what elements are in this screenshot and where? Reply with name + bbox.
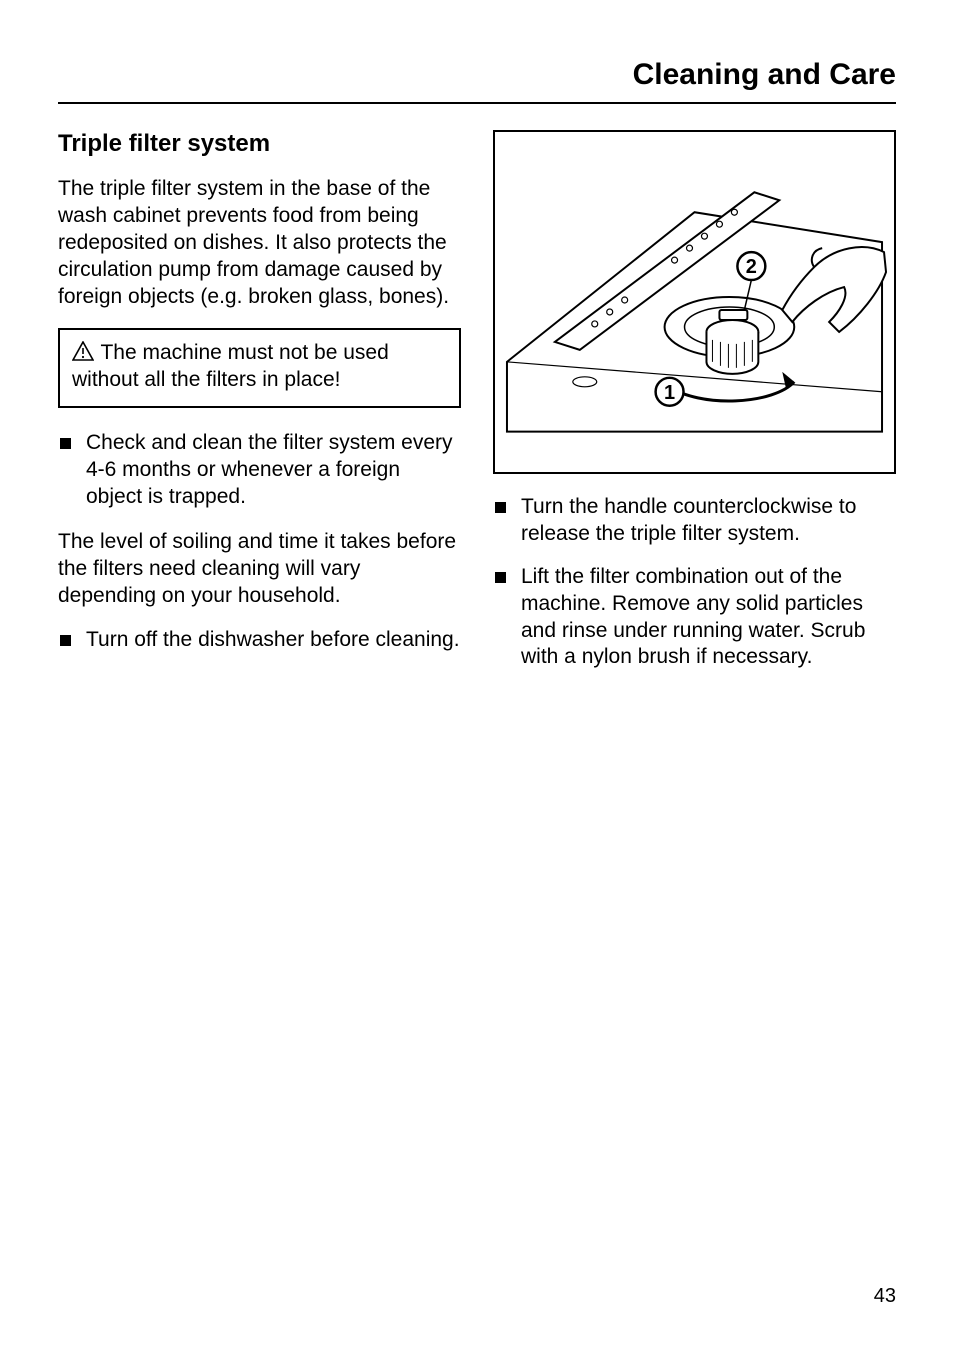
- filter-illustration: 1 2: [493, 130, 896, 474]
- list-item: Turn off the dishwasher before cleaning.: [58, 627, 461, 654]
- warning-box: The machine must not be used without all…: [58, 328, 461, 408]
- chapter-title: Cleaning and Care: [58, 58, 896, 104]
- page-number: 43: [874, 1285, 896, 1308]
- figure-label-2: 2: [746, 256, 757, 278]
- mid-paragraph: The level of soiling and time it takes b…: [58, 529, 461, 610]
- list-item: Check and clean the filter system every …: [58, 430, 461, 511]
- list-item: Turn the handle counterclockwise to rele…: [493, 494, 896, 548]
- warning-icon: [72, 341, 94, 366]
- warning-text: The machine must not be used without all…: [72, 341, 389, 391]
- bullet-list: Turn the handle counterclockwise to rele…: [493, 494, 896, 671]
- figure-label-1: 1: [664, 382, 675, 404]
- section-heading: Triple filter system: [58, 130, 461, 158]
- list-item: Lift the filter combination out of the m…: [493, 564, 896, 672]
- bullet-list: Turn off the dishwasher before cleaning.: [58, 627, 461, 654]
- intro-paragraph: The triple filter system in the base of …: [58, 176, 461, 310]
- bullet-list: Check and clean the filter system every …: [58, 430, 461, 511]
- left-column: Triple filter system The triple filter s…: [58, 130, 461, 689]
- two-column-layout: Triple filter system The triple filter s…: [58, 130, 896, 689]
- right-column: 1 2 Turn the handle counterclockwise to …: [493, 130, 896, 689]
